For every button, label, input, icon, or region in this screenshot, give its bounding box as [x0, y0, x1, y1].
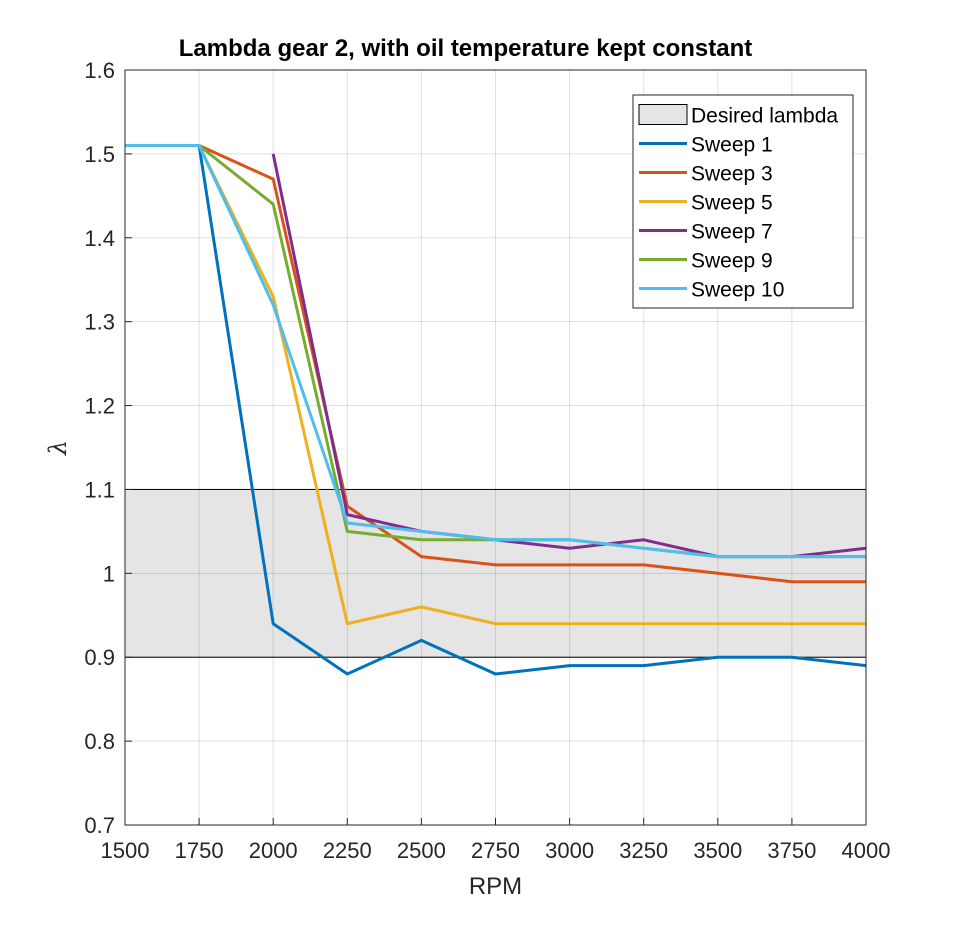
legend-label-sweep-3: Sweep 3 — [691, 163, 773, 186]
y-tick-label: 1.1 — [84, 477, 115, 502]
y-axis-title: λ — [44, 440, 72, 456]
legend-swatch-desired-lambda — [638, 104, 688, 125]
series-line-sweep-10 — [125, 144, 866, 559]
x-tick-label: 3500 — [693, 838, 742, 863]
x-axis-title: RPM — [469, 873, 522, 900]
series-lines — [125, 144, 867, 676]
legend-label-sweep-5: Sweep 5 — [691, 192, 773, 215]
series-line-sweep-1 — [125, 144, 867, 676]
x-tick-label: 4000 — [842, 838, 891, 863]
x-tick-label: 2000 — [249, 838, 298, 863]
x-tick-label: 3000 — [545, 838, 594, 863]
y-tick-label: 0.7 — [84, 813, 115, 838]
legend-label-desired-lambda: Desired lambda — [691, 105, 838, 128]
y-tick-label: 1.6 — [84, 58, 115, 83]
y-tick-label: 1.3 — [84, 310, 115, 335]
y-tick-label: 0.9 — [84, 645, 115, 670]
legend-label-sweep-9: Sweep 9 — [691, 250, 773, 273]
legend-label-sweep-1: Sweep 1 — [691, 134, 773, 157]
y-tick-label: 1 — [103, 561, 115, 586]
x-tick-label: 2250 — [323, 838, 372, 863]
series-line-sweep-3 — [125, 144, 866, 584]
x-tick-label: 3250 — [619, 838, 668, 863]
axis-ticks: 1500 1750 2000 2250 2500 2750 3000 3250 3500 3750… — [84, 58, 890, 863]
x-tick-label: 3750 — [767, 838, 816, 863]
chart-title: Lambda gear 2, with oil temperature kept… — [179, 35, 752, 62]
x-tick-label: 1750 — [175, 838, 224, 863]
legend-label-sweep-10: Sweep 10 — [691, 279, 784, 302]
x-tick-label: 2500 — [397, 838, 446, 863]
legend-label-sweep-7: Sweep 7 — [691, 221, 773, 244]
y-tick-label: 1.4 — [84, 226, 115, 251]
legend: Desired lambda Sweep 1 Sweep 3 Sweep 5 Sweep… — [632, 94, 854, 309]
series-line-sweep-5 — [125, 144, 866, 626]
x-tick-label: 1500 — [101, 838, 150, 863]
x-tick-label: 2750 — [471, 838, 520, 863]
y-tick-label: 1.2 — [84, 394, 115, 419]
y-tick-label: 0.8 — [84, 729, 115, 754]
desired-lambda-band — [124, 488, 867, 658]
y-tick-label: 1.5 — [84, 142, 115, 167]
